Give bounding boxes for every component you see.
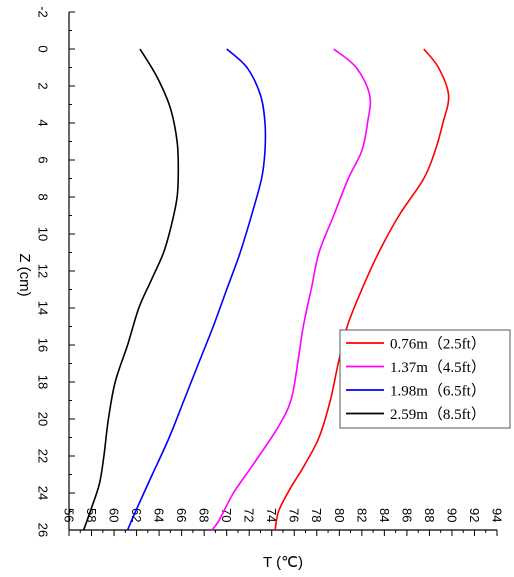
x-tick-label: 90	[444, 508, 459, 522]
legend: 0.76m（2.5ft） 1.37m（4.5ft） 1.98m（6.5ft） 2.59…	[339, 329, 511, 429]
y-tick-label: 6	[35, 156, 50, 163]
x-tick-label: 82	[354, 508, 369, 522]
x-tick-label: 86	[399, 508, 414, 522]
y-tick-label: 12	[35, 264, 50, 278]
x-tick-label: 76	[287, 508, 302, 522]
y-tick-label: 0	[35, 45, 50, 52]
y-tick-label: 24	[35, 486, 50, 500]
x-tick-label: 94	[489, 508, 504, 522]
y-tick-label: 2	[35, 82, 50, 89]
y-tick-label: 10	[35, 227, 50, 241]
y-tick-label: 22	[35, 449, 50, 463]
x-tick-label: 72	[242, 508, 257, 522]
y-tick-label: 26	[35, 523, 50, 537]
series-line-4	[82, 48, 180, 531]
legend-label-3: 1.98m（6.5ft）	[390, 382, 486, 399]
legend-label-4: 2.59m（8.5ft）	[390, 406, 486, 423]
y-tick-label: 16	[35, 338, 50, 352]
series-line-1	[274, 48, 450, 531]
y-tick-label: 14	[35, 301, 50, 315]
legend-label-1: 0.76m（2.5ft）	[390, 335, 486, 352]
x-tick-label: 64	[152, 508, 167, 522]
legend-label-2: 1.37m（4.5ft）	[390, 359, 486, 376]
x-tick-label: 60	[107, 508, 122, 522]
x-tick-label: 92	[467, 508, 482, 522]
series-line-3	[126, 48, 267, 531]
x-tick-label: 66	[174, 508, 189, 522]
series-layer	[82, 48, 450, 531]
y-tick-label: 20	[35, 412, 50, 426]
y-tick-label: 8	[35, 193, 50, 200]
x-tick-label: 68	[197, 508, 212, 522]
x-tick-label: 78	[309, 508, 324, 522]
legend-box	[339, 329, 511, 429]
y-tick-label: 4	[35, 119, 50, 126]
x-tick-label: 88	[422, 508, 437, 522]
series-line-2	[211, 48, 372, 531]
x-tick-label: 84	[377, 508, 392, 522]
y-axis-label: Z (cm)	[16, 253, 33, 296]
x-axis-label: T (℃)	[263, 554, 303, 571]
x-tick-label: 56	[61, 508, 76, 522]
y-tick-label: 18	[35, 375, 50, 389]
x-tick-label: 80	[332, 508, 347, 522]
y-tick-label: -2	[35, 6, 50, 18]
x-tick-label: 74	[264, 508, 279, 522]
